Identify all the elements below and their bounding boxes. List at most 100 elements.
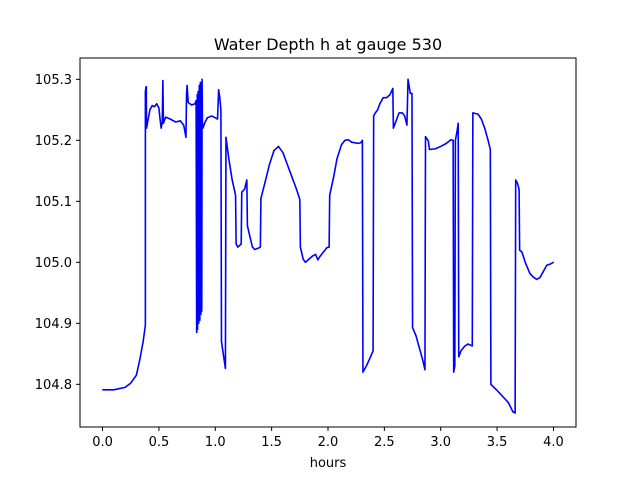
- data-point: [428, 148, 431, 151]
- series-0: [101, 78, 555, 414]
- data-point: [373, 115, 375, 117]
- data-point: [471, 345, 473, 347]
- data-point: [360, 142, 362, 144]
- data-point: [234, 194, 237, 196]
- data-point: [165, 116, 167, 118]
- data-point: [418, 347, 420, 349]
- data-point: [329, 194, 331, 196]
- data-point: [130, 382, 132, 384]
- data-point: [240, 243, 242, 245]
- data-point: [254, 248, 256, 251]
- data-point: [480, 118, 482, 120]
- data-point: [273, 150, 275, 152]
- data-point: [291, 176, 293, 178]
- data-point: [196, 331, 198, 334]
- x-tick-label: 1.5: [261, 435, 282, 450]
- data-point: [135, 374, 137, 376]
- data-point: [162, 79, 164, 82]
- data-point: [477, 113, 479, 115]
- data-point: [277, 145, 279, 148]
- data-point: [424, 369, 426, 371]
- data-point: [319, 255, 321, 257]
- data-point: [185, 94, 188, 96]
- data-point: [158, 107, 160, 109]
- data-point: [145, 127, 148, 129]
- data-point: [521, 251, 523, 253]
- data-point: [246, 225, 248, 227]
- data-point: [202, 127, 204, 129]
- data-point: [201, 121, 204, 123]
- data-point: [529, 272, 531, 274]
- data-point: [518, 188, 520, 190]
- data-point: [145, 86, 147, 88]
- data-point: [365, 365, 367, 367]
- data-point: [199, 81, 201, 83]
- data-point: [452, 139, 454, 141]
- data-point: [434, 148, 436, 150]
- data-point: [220, 341, 223, 343]
- data-point: [198, 84, 200, 87]
- data-point: [487, 139, 489, 141]
- data-point: [361, 139, 363, 141]
- data-point: [453, 371, 455, 373]
- data-point: [516, 182, 518, 184]
- data-point: [317, 259, 319, 261]
- data-point: [198, 322, 200, 324]
- data-point: [311, 255, 313, 257]
- y-tick-label: 105.0: [35, 256, 72, 271]
- data-point: [489, 148, 491, 151]
- data-point: [362, 371, 364, 373]
- data-point: [196, 94, 198, 96]
- data-point: [322, 251, 325, 253]
- plot-area: [101, 78, 555, 414]
- data-point: [264, 182, 266, 184]
- data-point: [386, 97, 388, 99]
- data-point: [369, 358, 371, 360]
- data-point: [411, 92, 413, 94]
- data-point: [336, 158, 338, 160]
- x-tick-label: 2.5: [374, 435, 395, 450]
- data-point: [179, 120, 181, 122]
- data-point: [427, 140, 429, 142]
- y-axis: 104.8 104.9 105.0 105.1 105.2 105.3: [35, 73, 80, 393]
- x-tick-label: 0.0: [92, 435, 113, 450]
- data-point: [196, 328, 199, 331]
- data-point: [160, 127, 162, 129]
- data-point: [472, 112, 474, 114]
- data-point: [315, 253, 317, 255]
- data-point: [251, 246, 254, 248]
- data-point: [398, 112, 400, 114]
- data-point: [183, 124, 185, 126]
- y-tick-label: 105.1: [35, 195, 72, 210]
- y-tick-label: 105.2: [35, 134, 72, 149]
- data-point: [191, 104, 193, 106]
- data-point: [228, 158, 230, 160]
- data-point: [514, 412, 516, 414]
- data-point: [231, 179, 233, 181]
- data-point: [224, 367, 227, 370]
- data-point: [552, 261, 555, 263]
- y-tick-label: 104.9: [35, 317, 72, 332]
- x-axis: 0.0 0.5 1.0 1.5 2.0 2.5 3.0 3.5 4.0: [92, 427, 564, 450]
- data-point: [299, 246, 301, 248]
- data-point: [151, 104, 153, 107]
- data-point: [382, 97, 384, 99]
- data-point: [156, 103, 158, 105]
- data-point: [124, 386, 126, 388]
- data-point: [458, 356, 460, 358]
- data-point: [460, 350, 462, 352]
- data-point: [299, 198, 301, 201]
- data-point: [113, 389, 115, 391]
- data-point: [532, 276, 534, 278]
- y-tick-label: 105.3: [35, 73, 72, 88]
- data-point: [249, 237, 251, 239]
- data-point: [351, 141, 353, 143]
- data-point: [409, 92, 411, 94]
- data-point: [512, 411, 514, 413]
- data-point: [445, 142, 447, 144]
- data-point: [549, 263, 551, 265]
- x-axis-label: hours: [310, 456, 347, 471]
- data-point: [175, 121, 177, 123]
- data-point: [401, 112, 403, 114]
